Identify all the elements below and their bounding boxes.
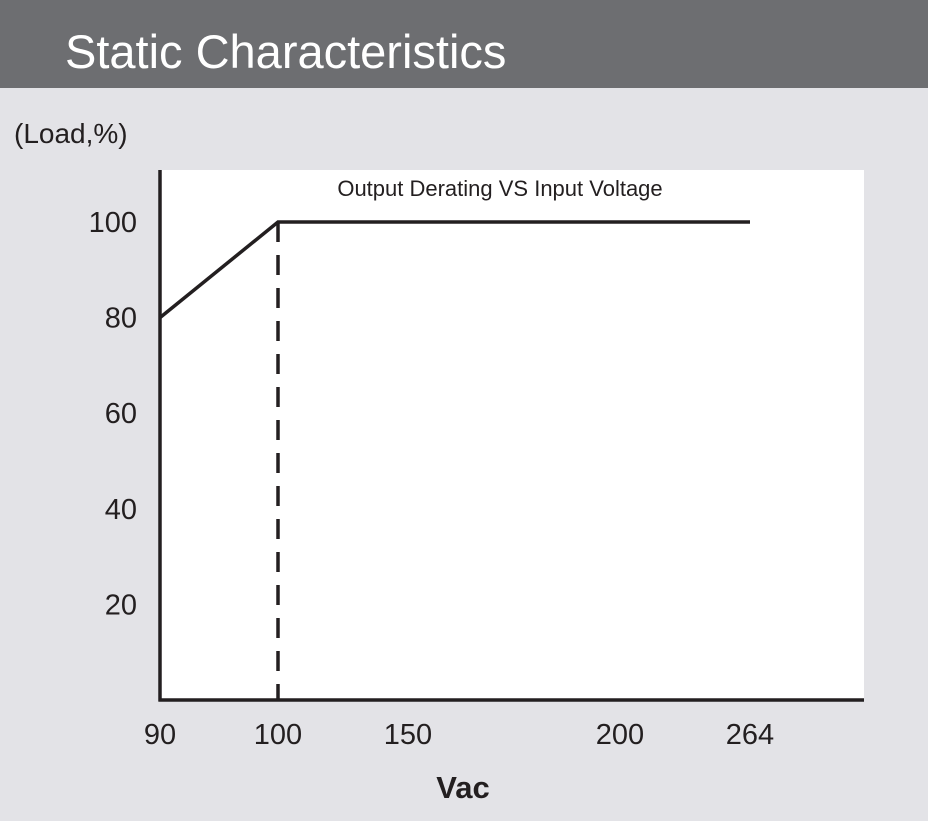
x-axis-label: Vac: [436, 770, 489, 805]
y-tick-label: 100: [89, 207, 137, 239]
y-tick-label: 40: [105, 494, 137, 526]
plot-area: [160, 170, 864, 700]
page-title: Static Characteristics: [65, 25, 507, 78]
x-tick-label: 200: [596, 719, 644, 751]
series-line-0: [158, 220, 750, 319]
header-bar: Static Characteristics: [0, 0, 928, 88]
y-tick-label: 20: [105, 589, 137, 621]
x-tick-label: 264: [726, 719, 774, 751]
chart-title: Output Derating VS Input Voltage: [337, 176, 662, 201]
x-tick-label: 150: [384, 719, 432, 751]
y-tick-label: 80: [105, 303, 137, 335]
x-tick-label: 90: [144, 719, 176, 751]
y-tick-label: 60: [105, 398, 137, 430]
x-tick-label: 100: [254, 719, 302, 751]
y-axis-label: (Load,%): [14, 118, 128, 149]
